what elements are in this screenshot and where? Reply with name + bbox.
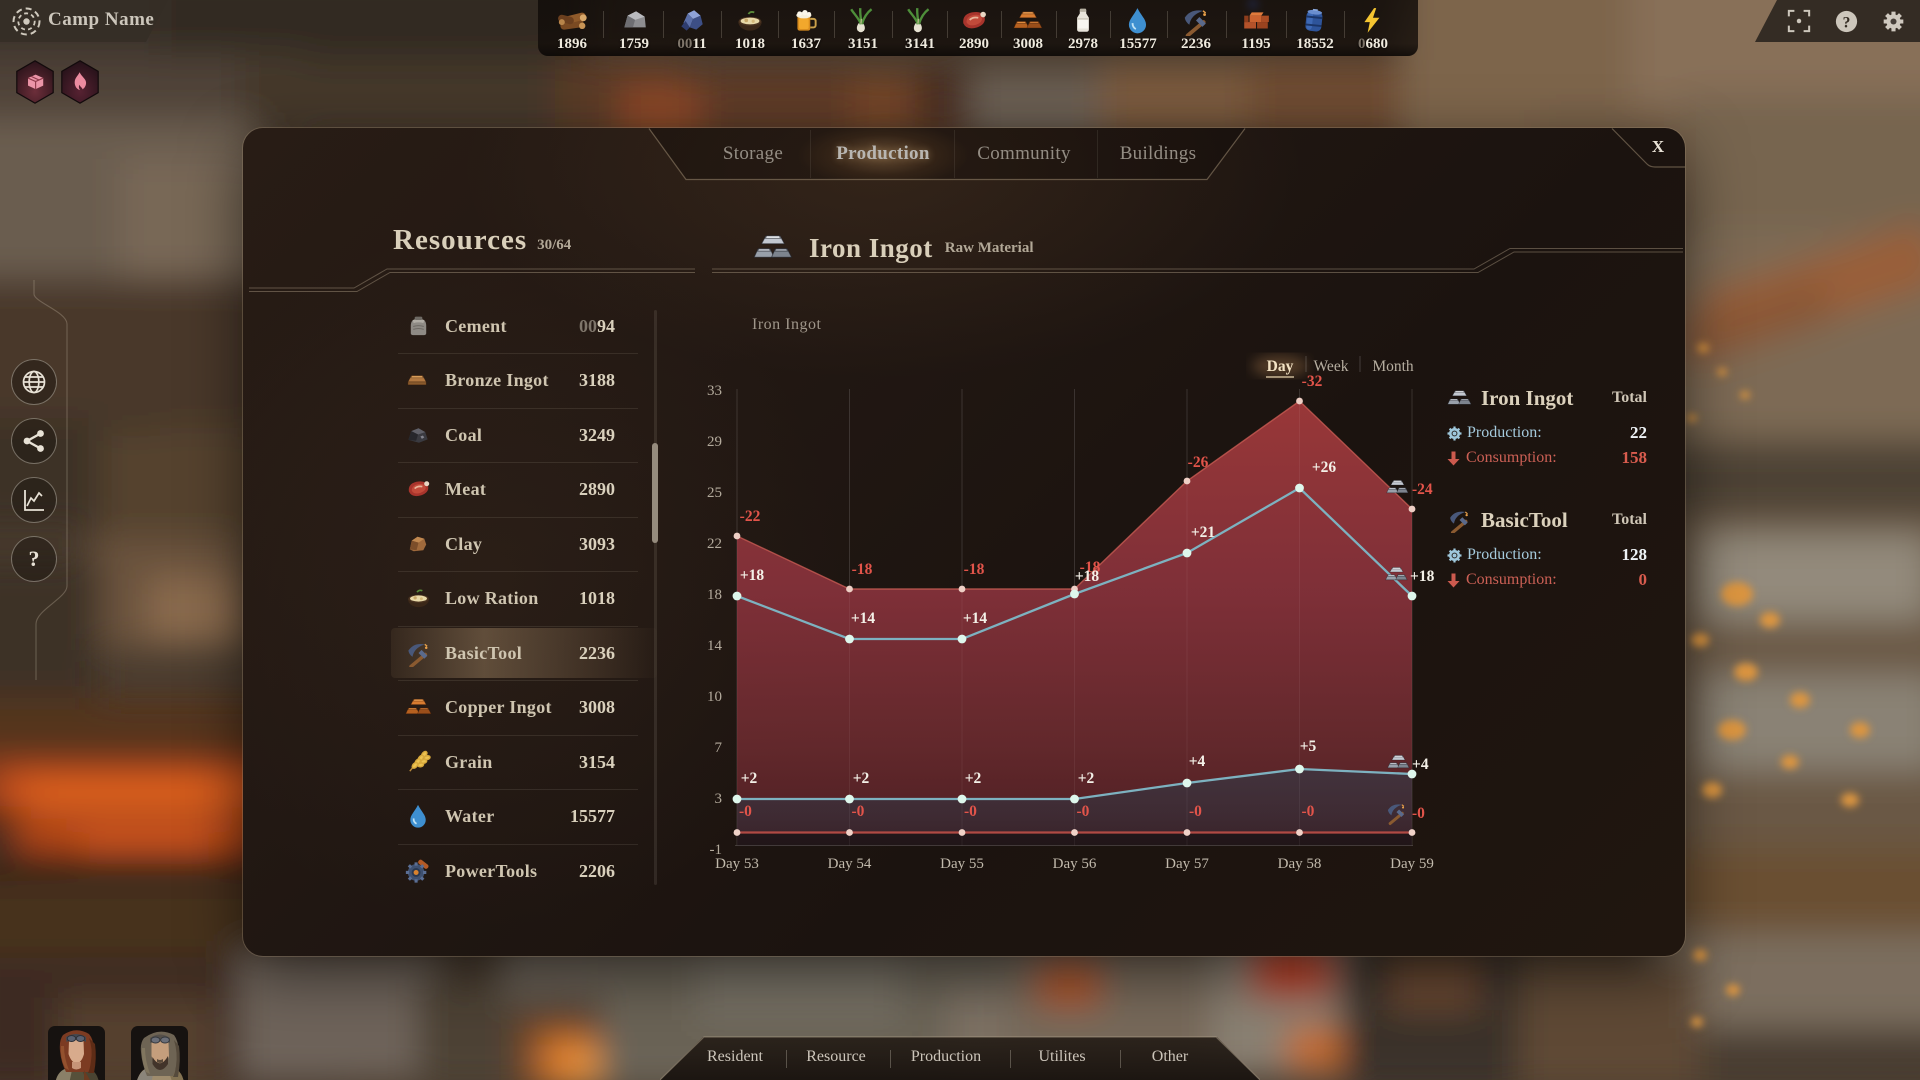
svg-text:-0: -0 [1077, 803, 1090, 820]
svg-text:+5: +5 [1300, 738, 1317, 755]
svg-text:-22: -22 [740, 508, 761, 525]
svg-text:Day 53: Day 53 [715, 856, 759, 872]
svg-text:Day 56: Day 56 [1053, 856, 1097, 872]
svg-text:+18: +18 [1410, 568, 1435, 585]
svg-text:29: 29 [707, 434, 722, 450]
svg-text:Day 58: Day 58 [1278, 856, 1322, 872]
svg-text:+2: +2 [1078, 770, 1095, 787]
svg-text:+2: +2 [965, 770, 982, 787]
svg-text:Day: Day [1267, 358, 1294, 375]
svg-text:-0: -0 [1412, 805, 1425, 822]
svg-text:+18: +18 [1075, 568, 1100, 585]
svg-text:-32: -32 [1302, 373, 1323, 390]
svg-text:-18: -18 [1080, 559, 1101, 576]
svg-text:10: 10 [707, 689, 722, 705]
svg-text:Week: Week [1314, 358, 1349, 375]
svg-text:-0: -0 [964, 803, 977, 820]
svg-text:+21: +21 [1191, 524, 1215, 541]
svg-text:14: 14 [707, 638, 723, 654]
svg-text:+2: +2 [853, 770, 870, 787]
svg-text:-0: -0 [739, 803, 752, 820]
svg-text:-24: -24 [1412, 481, 1433, 498]
svg-text:Day 57: Day 57 [1165, 856, 1209, 872]
svg-text:?: ? [1843, 14, 1851, 31]
svg-text:33: 33 [707, 383, 722, 399]
svg-text:-0: -0 [1302, 803, 1315, 820]
svg-text:25: 25 [707, 485, 722, 501]
svg-text:+18: +18 [740, 567, 765, 584]
svg-text:-18: -18 [964, 561, 985, 578]
svg-text:+26: +26 [1312, 459, 1337, 476]
svg-text:3: 3 [715, 791, 723, 807]
svg-text:+4: +4 [1189, 753, 1206, 770]
svg-text:Day 59: Day 59 [1390, 856, 1434, 872]
svg-text:22: 22 [707, 536, 722, 552]
svg-text:-0: -0 [852, 803, 865, 820]
svg-text:Day 54: Day 54 [828, 856, 872, 872]
svg-text:+14: +14 [851, 610, 876, 627]
svg-text:+14: +14 [963, 610, 988, 627]
svg-text:+2: +2 [741, 770, 758, 787]
svg-text:-26: -26 [1188, 454, 1209, 471]
svg-text:7: 7 [715, 740, 723, 756]
svg-text:-18: -18 [852, 561, 873, 578]
svg-text:Month: Month [1372, 358, 1414, 375]
svg-text:-0: -0 [1189, 803, 1202, 820]
svg-text:Day 55: Day 55 [940, 856, 984, 872]
svg-text:Iron Ingot: Iron Ingot [752, 316, 821, 333]
svg-text:-1: -1 [710, 842, 723, 858]
svg-text:18: 18 [707, 587, 722, 603]
svg-text:+4: +4 [1412, 756, 1429, 773]
